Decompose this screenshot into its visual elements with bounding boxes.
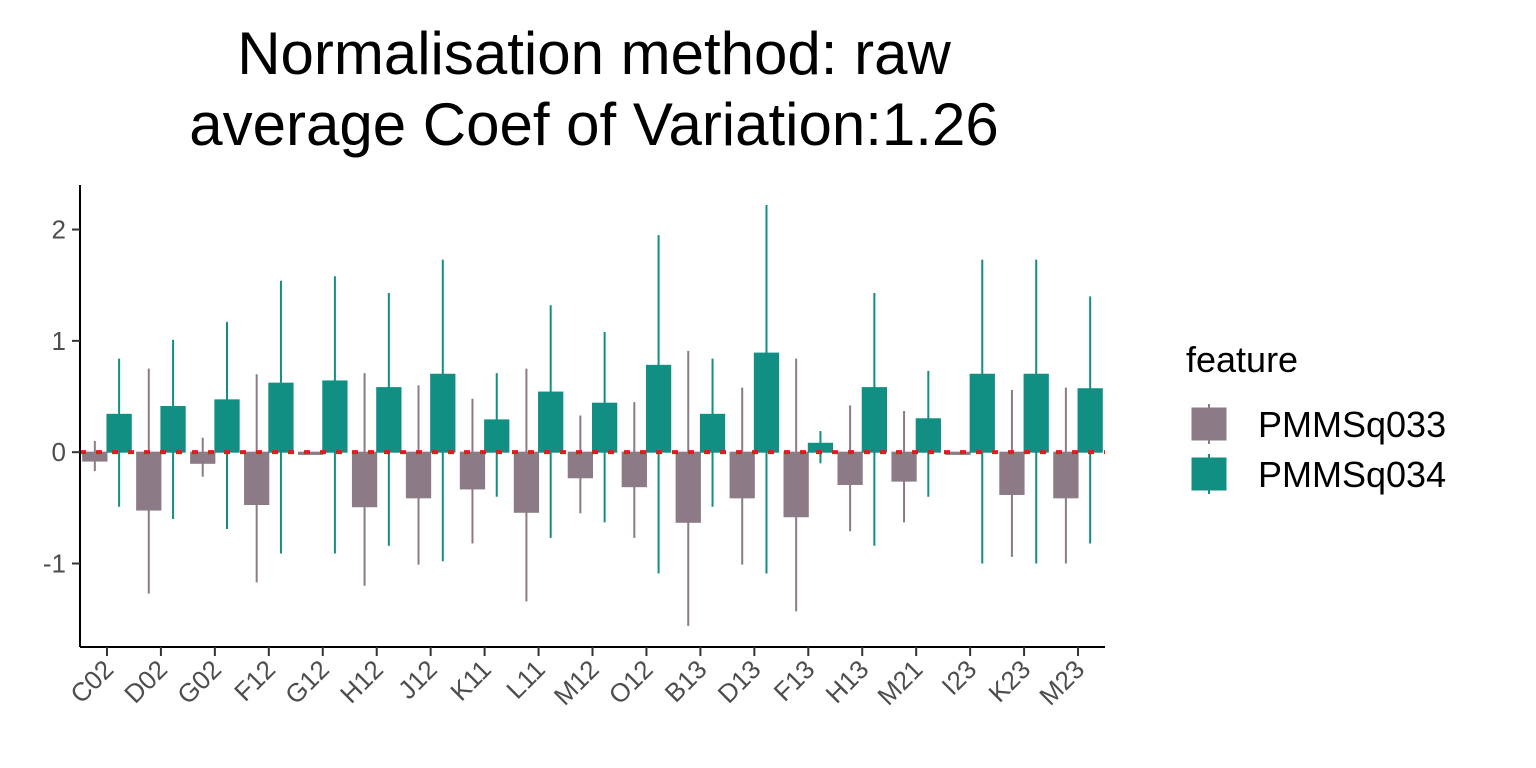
x-tick-label: G02 bbox=[171, 654, 227, 710]
y-tick-label: -1 bbox=[43, 549, 66, 579]
legend-label-pmmsq033: PMMSq033 bbox=[1258, 404, 1446, 445]
y-tick-label: 1 bbox=[52, 326, 66, 356]
x-tick-label: F12 bbox=[228, 654, 281, 707]
x-tick-label: I23 bbox=[936, 654, 983, 701]
x-tick-label: M12 bbox=[548, 654, 605, 711]
x-tick-label: O12 bbox=[603, 654, 659, 710]
legend: feature PMMSq033 PMMSq034 bbox=[1186, 339, 1446, 495]
x-tick-label: K11 bbox=[444, 654, 497, 707]
y-tick-label: 0 bbox=[52, 437, 66, 467]
bar-pmmsq033-g12 bbox=[297, 451, 324, 455]
legend-title: feature bbox=[1186, 339, 1298, 380]
chart-subtitle: average Coef of Variation:1.26 bbox=[189, 91, 998, 158]
legend-key-pmmsq034 bbox=[1191, 457, 1227, 491]
x-tick-label: M21 bbox=[871, 654, 928, 711]
x-tick-label: H12 bbox=[334, 654, 389, 709]
legend-key-pmmsq033 bbox=[1191, 407, 1227, 441]
x-tick-label: G12 bbox=[279, 654, 335, 710]
x-tick-label: J12 bbox=[392, 654, 443, 705]
x-tick-label: C02 bbox=[64, 654, 119, 709]
x-tick-label: F13 bbox=[768, 654, 821, 707]
x-tick-label: H13 bbox=[820, 654, 875, 709]
x-tick-label: D02 bbox=[118, 654, 173, 709]
y-tick-label: 2 bbox=[52, 215, 66, 245]
chart-title: Normalisation method: raw bbox=[237, 20, 951, 87]
x-tick-label: M23 bbox=[1033, 654, 1090, 711]
x-tick-label: B13 bbox=[659, 654, 713, 708]
legend-label-pmmsq034: PMMSq034 bbox=[1258, 454, 1446, 495]
x-tick-label: K23 bbox=[982, 654, 1036, 708]
x-tick-label: D13 bbox=[712, 654, 767, 709]
x-tick-label: L11 bbox=[500, 654, 551, 705]
